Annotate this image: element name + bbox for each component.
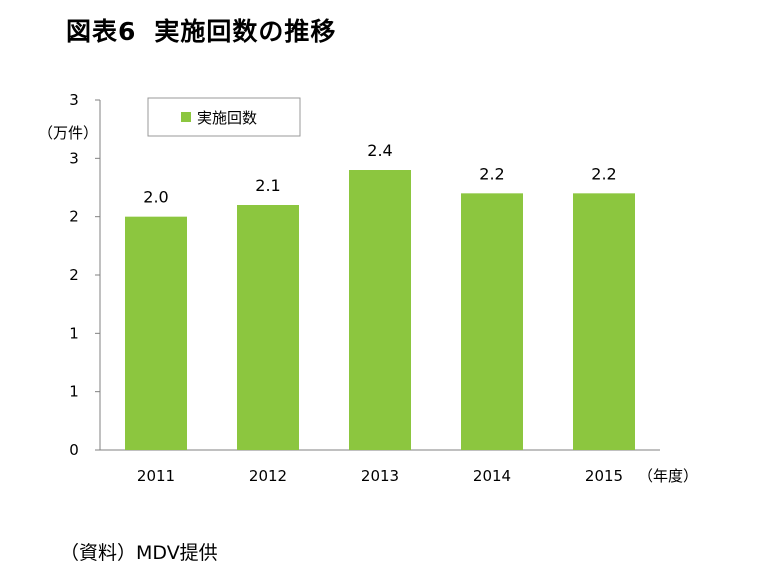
title-text: 実施回数の推移 — [154, 17, 337, 46]
legend-swatch — [181, 112, 191, 122]
x-tick-label-2014: 2014 — [473, 467, 511, 485]
data-label-2014: 2.2 — [479, 164, 504, 183]
data-label-2011: 2.0 — [143, 188, 168, 207]
y-tick-label: 2 — [69, 266, 79, 284]
data-label-2015: 2.2 — [591, 164, 616, 183]
y-tick-label: 1 — [69, 383, 79, 401]
legend-label: 実施回数 — [197, 109, 257, 127]
data-label-2012: 2.1 — [255, 176, 280, 195]
figure-number: 図表6 — [66, 17, 137, 46]
data-label-2013: 2.4 — [367, 141, 392, 160]
source-note: （資料）MDV提供 — [60, 542, 218, 564]
bars — [125, 170, 635, 451]
y-axis-unit: （万件） — [38, 124, 99, 142]
bar-2013 — [349, 170, 411, 450]
x-axis-unit: （年度） — [638, 467, 698, 485]
data-labels: 2.0 2.1 2.4 2.2 2.2 — [143, 141, 616, 207]
bar-2014 — [461, 193, 523, 451]
y-tick-label: 3 — [69, 149, 79, 167]
x-tick-label-2013: 2013 — [361, 467, 399, 485]
legend-box — [147, 97, 301, 137]
y-tick-label: 2 — [69, 208, 79, 226]
chart-title: 図表6 実施回数の推移 — [66, 12, 336, 48]
bar-2015 — [573, 193, 635, 451]
y-tick-label: 1 — [69, 324, 79, 342]
x-tick-label-2011: 2011 — [137, 467, 175, 485]
legend: 実施回数 — [147, 97, 301, 137]
x-axis-labels: 2011 2012 2013 2014 2015 — [137, 467, 623, 485]
bar-2011 — [125, 216, 187, 450]
y-tick-label: 3 — [69, 91, 79, 109]
y-axis-ticks: 0 1 1 2 2 3 3 — [69, 91, 100, 459]
y-tick-label: 0 — [69, 441, 79, 459]
bar-2012 — [237, 205, 299, 450]
x-tick-label-2012: 2012 — [249, 467, 287, 485]
x-tick-label-2015: 2015 — [585, 467, 623, 485]
